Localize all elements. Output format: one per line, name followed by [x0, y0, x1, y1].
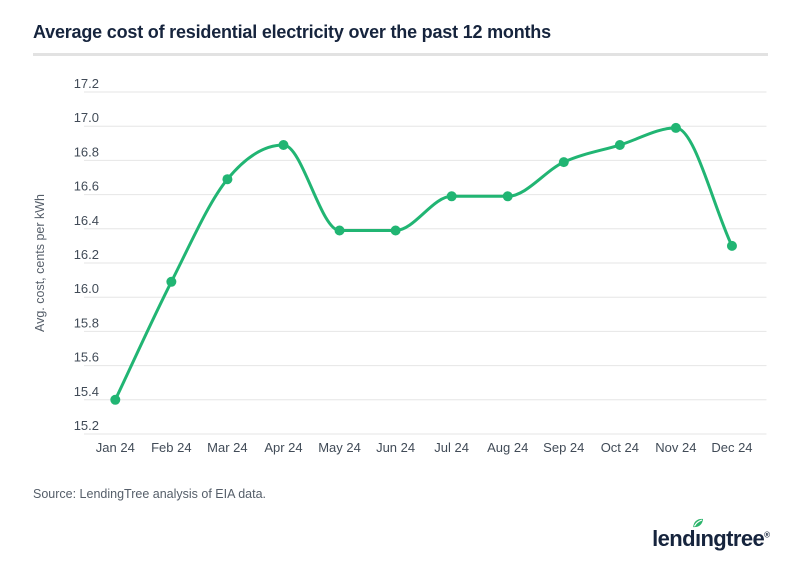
data-point-marker — [110, 394, 121, 405]
data-point-marker — [670, 122, 681, 133]
data-point-marker — [166, 276, 177, 287]
logo-text-pre: lend — [652, 526, 695, 551]
x-tick-label: Apr 24 — [264, 440, 302, 455]
x-tick-label: Sep 24 — [543, 440, 584, 455]
y-tick-label: 15.4 — [74, 384, 99, 399]
data-point-marker — [278, 140, 289, 151]
data-point-marker — [614, 140, 625, 151]
electricity-line-chart: 17.2 17.0 16.8 16.6 16.4 16.2 16.0 15.8 15.6 15.4… — [33, 76, 767, 455]
x-tick-label: Feb 24 — [151, 440, 191, 455]
x-tick-label: Jul 24 — [434, 440, 469, 455]
logo-dotless-i: ı — [694, 526, 701, 551]
title-divider — [33, 53, 768, 56]
x-tick-label: Jun 24 — [376, 440, 415, 455]
leaf-icon — [693, 518, 703, 528]
data-point-marker — [558, 157, 569, 168]
y-tick-label: 15.6 — [74, 350, 99, 365]
y-tick-label: 16.2 — [74, 247, 99, 262]
lendingtree-logo: lend ıngtree® — [652, 518, 770, 552]
y-tick-label: 16.4 — [74, 213, 99, 228]
y-tick-label: 16.0 — [74, 281, 99, 296]
data-point-marker — [222, 174, 233, 185]
y-tick-label: 15.2 — [74, 418, 99, 433]
data-point-marker — [726, 240, 737, 251]
x-tick-label: Nov 24 — [655, 440, 696, 455]
data-point-marker — [446, 191, 457, 202]
logo-letter-i: ı — [693, 518, 703, 552]
x-tick-label: Oct 24 — [601, 440, 639, 455]
registered-mark: ® — [764, 530, 770, 540]
y-tick-label: 15.8 — [74, 315, 99, 330]
x-tick-label: Dec 24 — [711, 440, 752, 455]
x-tick-label: Jan 24 — [96, 440, 135, 455]
logo-text-post: ngtree — [700, 526, 765, 551]
data-point-marker — [390, 225, 401, 236]
y-axis-title: Avg. cost, cents per kWh — [33, 194, 47, 332]
source-note: Source: LendingTree analysis of EIA data… — [33, 487, 267, 501]
y-tick-label: 17.0 — [74, 110, 99, 125]
data-point-marker — [334, 225, 345, 236]
y-tick-label: 16.6 — [74, 179, 99, 194]
y-tick-label: 16.8 — [74, 144, 99, 159]
chart-title: Average cost of residential electricity … — [33, 22, 551, 42]
series-line — [113, 126, 734, 402]
x-tick-label: May 24 — [318, 440, 361, 455]
data-point-marker — [502, 191, 513, 202]
x-tick-label: Aug 24 — [487, 440, 528, 455]
x-tick-label: Mar 24 — [207, 440, 247, 455]
y-tick-label: 17.2 — [74, 76, 99, 91]
